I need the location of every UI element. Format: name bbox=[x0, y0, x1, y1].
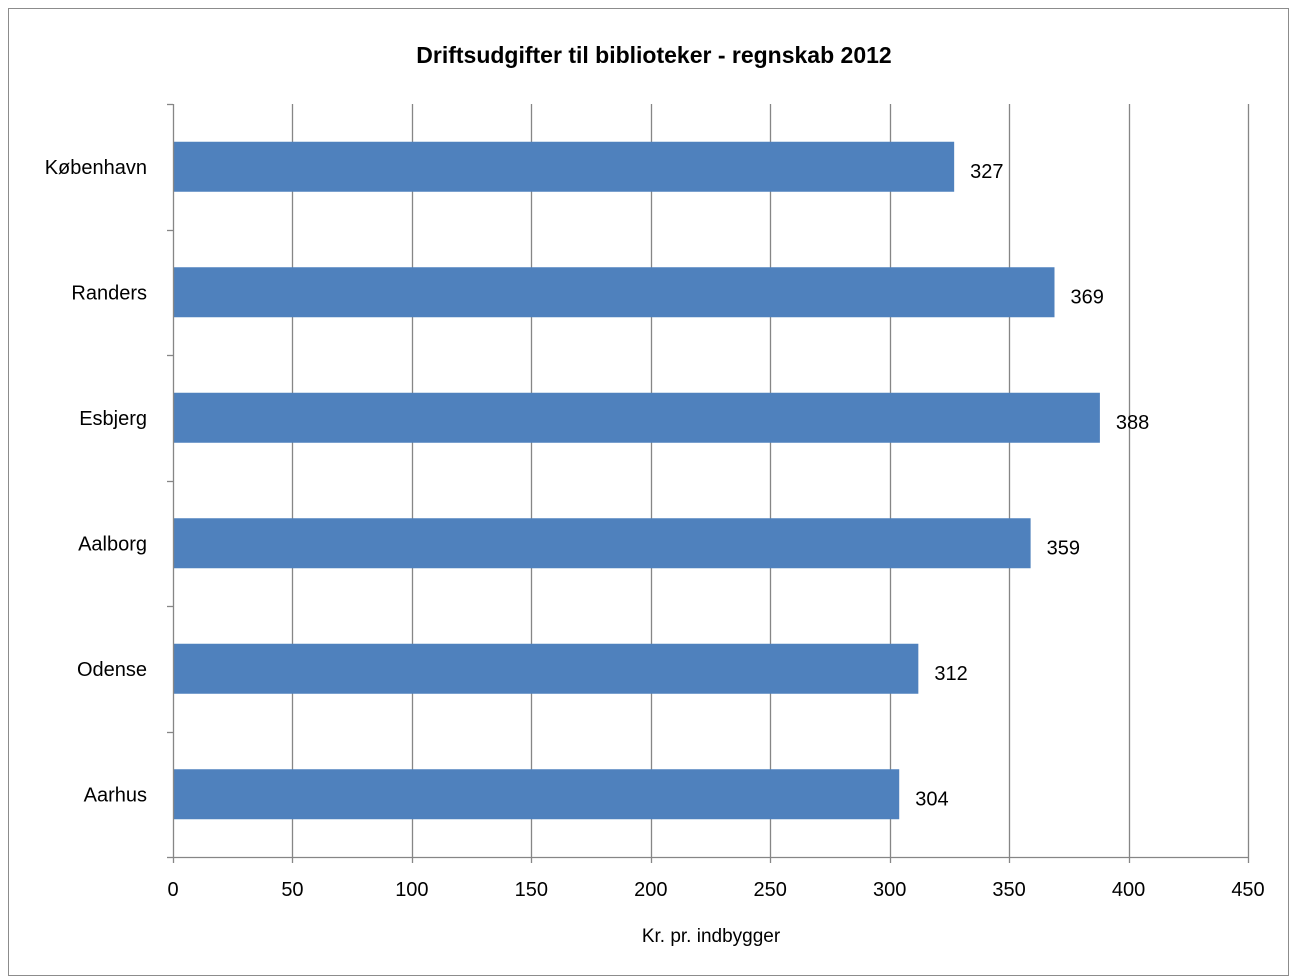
x-axis-title: Kr. pr. indbygger bbox=[642, 926, 781, 947]
bar bbox=[174, 643, 919, 694]
category-label: Esbjerg bbox=[79, 408, 147, 430]
bar bbox=[174, 141, 955, 192]
x-tick-label: 100 bbox=[395, 879, 428, 901]
data-label: 388 bbox=[1116, 412, 1149, 434]
bar bbox=[174, 769, 900, 820]
x-tick-label: 150 bbox=[515, 879, 548, 901]
x-tick-label: 0 bbox=[167, 879, 178, 901]
category-label: Aalborg bbox=[78, 533, 147, 555]
bar bbox=[174, 392, 1100, 443]
data-label: 369 bbox=[1071, 286, 1104, 308]
x-tick-label: 200 bbox=[634, 879, 667, 901]
data-label: 327 bbox=[970, 161, 1003, 183]
x-tick-label: 400 bbox=[1112, 879, 1145, 901]
axes bbox=[167, 103, 1250, 863]
x-tick-label: 350 bbox=[992, 879, 1025, 901]
bar bbox=[174, 518, 1031, 569]
bar bbox=[174, 267, 1055, 318]
data-label: 359 bbox=[1047, 537, 1080, 559]
labels: 0 50 100 150 200 250 300 350 400 450 København 327 R… bbox=[45, 157, 1265, 901]
x-tick-label: 450 bbox=[1231, 879, 1264, 901]
x-tick-label: 50 bbox=[281, 879, 303, 901]
bars bbox=[174, 141, 1100, 820]
data-label: 312 bbox=[934, 663, 967, 685]
data-label: 304 bbox=[915, 788, 948, 810]
category-label: Randers bbox=[71, 282, 147, 304]
chart-title: Driftsudgifter til biblioteker - regnska… bbox=[416, 42, 891, 68]
category-label: Odense bbox=[77, 659, 147, 681]
category-label: København bbox=[45, 157, 147, 179]
category-label: Aarhus bbox=[84, 784, 147, 806]
grid-lines bbox=[291, 104, 1250, 857]
x-tick-label: 250 bbox=[754, 879, 787, 901]
x-tick-label: 300 bbox=[873, 879, 906, 901]
